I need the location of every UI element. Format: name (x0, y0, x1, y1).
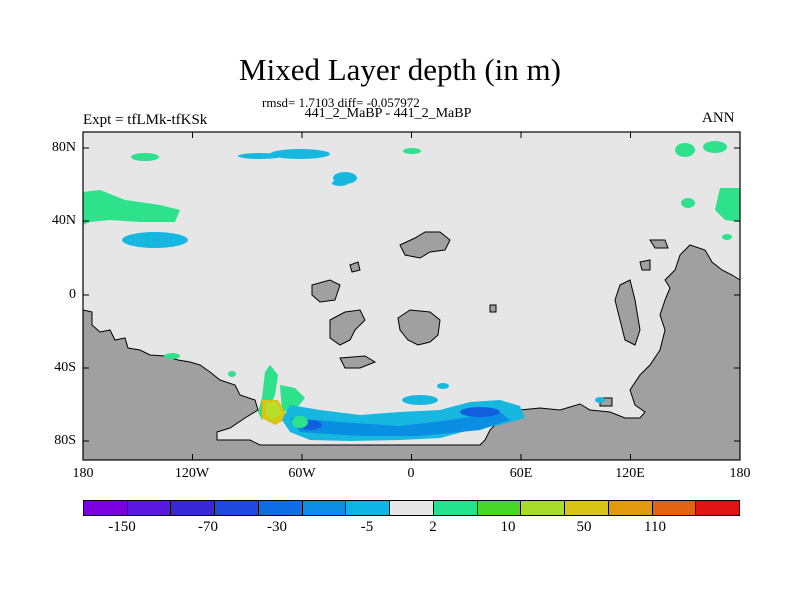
colorbar-swatch (477, 501, 522, 515)
y-tick-label: 0 (69, 287, 76, 302)
patch (83, 190, 180, 225)
patch (270, 149, 330, 159)
patch (164, 353, 180, 359)
x-tick-label: 60E (509, 466, 533, 481)
case-pair-label: 441_2_MaBP - 441_2_MaBP (304, 106, 472, 121)
anomaly-patches (83, 141, 740, 441)
colorbar-swatch (215, 501, 259, 515)
y-tick-label: 40N (51, 213, 76, 228)
colorbar-swatch (258, 501, 303, 515)
colorbar-swatch (346, 501, 391, 515)
y-tick-label: 80N (51, 140, 76, 155)
colorbar-swatch (521, 501, 566, 515)
colorbar-swatch (565, 501, 609, 515)
colorbar-swatch (171, 501, 216, 515)
x-tick-label: 120E (615, 466, 645, 481)
patch (332, 180, 348, 186)
y-tick-label: 80S (54, 433, 76, 448)
colorbar-label: 50 (576, 519, 592, 535)
patch (595, 397, 605, 403)
colorbar-swatch (390, 501, 434, 515)
x-tick-label: 60W (288, 466, 316, 481)
patch (675, 143, 695, 157)
patch (122, 232, 188, 248)
colorbar (83, 500, 740, 516)
x-tick-label: 0 (407, 466, 415, 481)
experiment-label: Expt = tfLMk-tfKSk (83, 112, 208, 128)
patch (228, 371, 236, 377)
patch (266, 402, 282, 420)
patch (280, 385, 305, 412)
rmsd-diff-text: rmsd= 1.7103 diff= -0.057972 (262, 95, 420, 110)
colorbar-swatch (608, 501, 653, 515)
patch (292, 416, 308, 428)
patch (131, 153, 159, 161)
patch (437, 383, 449, 389)
colorbar-swatch (696, 501, 740, 515)
patch (681, 198, 695, 208)
patch (290, 412, 510, 436)
colorbar-swatch (433, 501, 478, 515)
patch (460, 407, 500, 417)
patch (715, 188, 740, 222)
colorbar-swatch (84, 501, 128, 515)
y-tick-label: 40S (54, 360, 76, 375)
x-tick-label: 180 (72, 466, 94, 481)
colorbar-label: -150 (108, 519, 136, 535)
axis-ticks (82, 132, 741, 460)
x-tick-label: 120W (174, 466, 210, 481)
colorbar-label: 10 (500, 519, 516, 535)
colorbar-label: -5 (360, 519, 374, 535)
patch (703, 141, 727, 153)
patch (402, 395, 438, 405)
colorbar-swatch (127, 501, 172, 515)
colorbar-label: -30 (267, 519, 287, 535)
map-title: Mixed Layer depth (in m) (239, 52, 561, 87)
colorbar-swatch (652, 501, 697, 515)
patch (403, 148, 421, 154)
x-tick-label: 180 (729, 466, 751, 481)
colorbar-label: 2 (429, 519, 437, 535)
colorbar-swatch (302, 501, 347, 515)
season-label: ANN (702, 110, 735, 126)
colorbar-label: 110 (644, 519, 666, 535)
patch (722, 234, 732, 240)
colorbar-label: -70 (198, 519, 218, 535)
